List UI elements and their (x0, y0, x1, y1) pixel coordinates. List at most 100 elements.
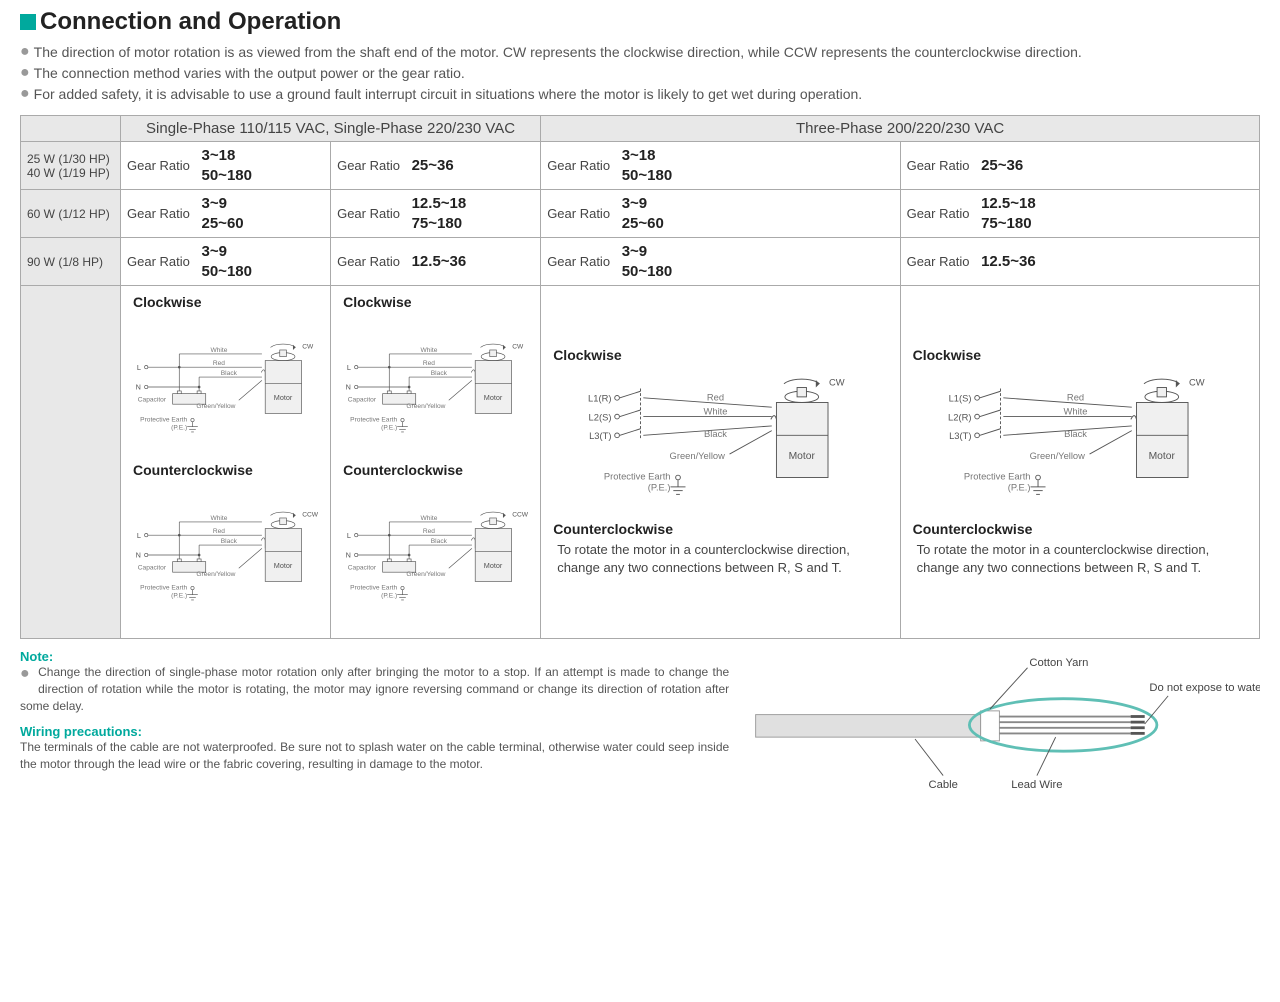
gear-cell: Gear Ratio 12.5~36 (331, 238, 541, 286)
bullet-icon: ● (20, 664, 34, 685)
bullet-icon: ● (20, 63, 30, 84)
svg-text:Capacitor: Capacitor (138, 565, 167, 572)
header-single-phase: Single-Phase 110/115 VAC, Single-Phase 2… (121, 116, 541, 142)
svg-text:L3(T): L3(T) (589, 431, 611, 441)
notes-section: Note: ● Change the direction of single-p… (20, 649, 1260, 802)
svg-text:White: White (210, 347, 227, 354)
svg-text:Protective Earth: Protective Earth (604, 471, 671, 481)
svg-text:Green/Yellow: Green/Yellow (1029, 451, 1085, 461)
svg-text:L: L (137, 531, 141, 540)
svg-text:Red: Red (1067, 392, 1084, 402)
svg-text:Black: Black (221, 370, 238, 377)
wiring-precautions-body: The terminals of the cable are not water… (20, 739, 729, 773)
svg-text:Red: Red (213, 360, 225, 367)
svg-text:L: L (137, 363, 141, 372)
connection-table: Single-Phase 110/115 VAC, Single-Phase 2… (20, 115, 1260, 639)
gear-cell: Gear Ratio 3~925~60 (541, 190, 900, 238)
row-label-90w: 90 W (1/8 HP) (21, 238, 121, 286)
row-label-60w: 60 W (1/12 HP) (21, 190, 121, 238)
svg-text:Protective Earth: Protective Earth (350, 416, 397, 423)
bullet-text: The direction of motor rotation is as vi… (34, 42, 1082, 63)
svg-text:Protective Earth: Protective Earth (140, 416, 187, 423)
ccw-instruction: To rotate the motor in a counterclockwis… (553, 539, 887, 577)
gear-cell: Gear Ratio 3~1850~180 (121, 142, 331, 190)
svg-text:Black: Black (431, 538, 448, 545)
ccw-instruction: To rotate the motor in a counterclockwis… (913, 539, 1247, 577)
wiring-diagram-sp-ccw: Motor CCW L N White Red Black Capacitor (133, 480, 318, 630)
svg-text:CW: CW (302, 344, 314, 351)
svg-text:(P.E.): (P.E.) (171, 592, 187, 599)
svg-text:Red: Red (423, 528, 435, 535)
svg-text:L1(R): L1(R) (588, 393, 611, 403)
diagram-cell-tp2: Clockwise Motor CW L1(S) L2(R) L3(T) R (900, 286, 1259, 639)
gear-cell: Gear Ratio 25~36 (331, 142, 541, 190)
diagram-cell-sp2: Clockwise Motor CW L N White Red (331, 286, 541, 639)
svg-text:Black: Black (221, 538, 238, 545)
gear-cell: Gear Ratio 3~950~180 (121, 238, 331, 286)
svg-text:White: White (210, 515, 227, 522)
diagram-cell-tp1: Clockwise Motor CW L1(R) L2(S) L3(T) R (541, 286, 900, 639)
svg-text:CW: CW (1189, 377, 1205, 387)
note-header: Note: (20, 649, 729, 664)
svg-text:Green/Yellow: Green/Yellow (406, 571, 445, 578)
svg-text:Do not expose to water: Do not expose to water (1150, 682, 1260, 694)
svg-text:Capacitor: Capacitor (138, 397, 167, 404)
svg-text:White: White (1063, 407, 1087, 417)
wiring-diagram-sp-ccw: Motor CCW L N White Red Black Capacitor (343, 480, 528, 630)
direction-cw: Clockwise (553, 347, 887, 363)
svg-text:Protective Earth: Protective Earth (964, 471, 1031, 481)
gear-cell: Gear Ratio 12.5~1875~180 (331, 190, 541, 238)
cable-diagram: Cotton Yarn Do not expose to water Cable… (739, 649, 1260, 799)
svg-text:Motor: Motor (789, 451, 816, 462)
section-title: Connection and Operation (20, 8, 1260, 36)
svg-text:Cotton Yarn: Cotton Yarn (1030, 657, 1089, 669)
title-text: Connection and Operation (40, 8, 341, 36)
bullet-text: The connection method varies with the ou… (34, 63, 465, 84)
svg-text:N: N (346, 383, 351, 392)
svg-text:Capacitor: Capacitor (348, 397, 377, 404)
direction-ccw: Counterclockwise (553, 521, 887, 537)
svg-text:Motor: Motor (274, 393, 293, 402)
svg-text:White: White (421, 515, 438, 522)
svg-text:Capacitor: Capacitor (348, 565, 377, 572)
gear-cell: Gear Ratio 3~1850~180 (541, 142, 900, 190)
svg-text:Black: Black (431, 370, 448, 377)
svg-text:Green/Yellow: Green/Yellow (670, 451, 726, 461)
svg-text:CW: CW (512, 344, 524, 351)
svg-text:Red: Red (423, 360, 435, 367)
svg-text:(P.E.): (P.E.) (648, 482, 671, 492)
svg-text:N: N (136, 383, 141, 392)
wiring-diagram-sp-cw: Motor CW L N White Red Black Capacitor (133, 312, 318, 462)
svg-text:Protective Earth: Protective Earth (350, 584, 397, 591)
row-label-25-40w: 25 W (1/30 HP) 40 W (1/19 HP) (21, 142, 121, 190)
gear-cell: Gear Ratio 3~950~180 (541, 238, 900, 286)
gear-cell: Gear Ratio 25~36 (900, 142, 1259, 190)
direction-ccw: Counterclockwise (913, 521, 1247, 537)
svg-text:Protective Earth: Protective Earth (140, 584, 187, 591)
wiring-diagram-tp-cw: Motor CW L1(R) L2(S) L3(T) Red White Bla… (553, 365, 887, 515)
svg-text:CCW: CCW (302, 512, 318, 519)
svg-text:L2(R): L2(R) (948, 412, 971, 422)
title-square-icon (20, 14, 36, 30)
svg-text:Black: Black (1064, 429, 1087, 439)
intro-bullets: ●The direction of motor rotation is as v… (20, 42, 1260, 105)
svg-text:Motor: Motor (274, 561, 293, 570)
bullet-icon: ● (20, 42, 30, 63)
gear-cell: Gear Ratio 12.5~36 (900, 238, 1259, 286)
svg-text:Motor: Motor (484, 393, 503, 402)
svg-text:Motor: Motor (1148, 451, 1175, 462)
svg-text:(P.E.): (P.E.) (381, 592, 397, 599)
svg-text:L2(S): L2(S) (589, 412, 612, 422)
gear-cell: Gear Ratio 3~925~60 (121, 190, 331, 238)
diagram-cell-sp1: Clockwise Motor CW L N White Red (121, 286, 331, 639)
svg-text:White: White (704, 407, 728, 417)
svg-text:(P.E.): (P.E.) (381, 424, 397, 431)
gear-cell: Gear Ratio 12.5~1875~180 (900, 190, 1259, 238)
header-three-phase: Three-Phase 200/220/230 VAC (541, 116, 1260, 142)
svg-text:Green/Yellow: Green/Yellow (406, 403, 445, 410)
direction-cw: Clockwise (343, 294, 528, 310)
direction-ccw: Counterclockwise (343, 462, 528, 478)
bullet-icon: ● (20, 84, 30, 105)
svg-text:N: N (136, 551, 141, 560)
wiring-diagram-sp-cw: Motor CW L N White Red Black Capacitor (343, 312, 528, 462)
